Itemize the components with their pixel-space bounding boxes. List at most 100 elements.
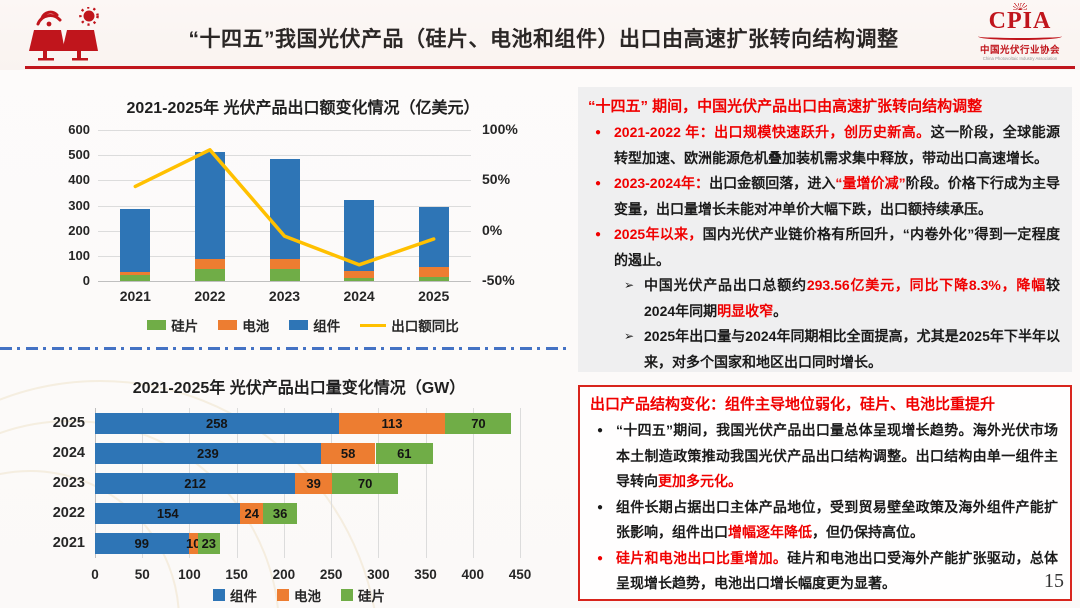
bullet-text: 2021-2022 年：出口规模快速跃升，创历史新高。这一阶段，全球能源转型加速…	[614, 124, 1061, 166]
bar-segment-硅片: 61	[375, 442, 434, 464]
arrow-bullet-icon: ➢	[624, 329, 635, 343]
legend-label: 出口额同比	[391, 319, 459, 334]
sun-rays-icon	[79, 7, 99, 26]
panel-body: ● “十四五”期间，我国光伏产品出口量总体呈现增长趋势。海外光伏市场本土制造政策推…	[590, 418, 1058, 597]
x-axis-tick: 450	[508, 567, 532, 582]
bar-segment-电池: 10	[186, 532, 200, 554]
x-axis-tick: 400	[461, 567, 485, 582]
gridline	[520, 408, 521, 558]
bullet-item: ● 2023-2024年：出口金额回落，进入“量增价减”阶段。价格下行成为主导变量…	[588, 171, 1060, 222]
logo-rays-icon	[1013, 3, 1027, 10]
bullet-item: ● 硅片和电池出口比重增加。硅片和电池出口受海外产能扩张驱动，总体呈现增长趋势，电…	[590, 546, 1058, 597]
x-axis-label: 2021	[119, 288, 151, 304]
logo-org-name-en: China Photovoltaic Industry Association	[982, 56, 1058, 62]
bullet-text: 2025年出口量与2024年同期相比全面提高，尤其是2025年下半年以来，对多个…	[644, 328, 1060, 370]
y-axis-label: 2024	[52, 444, 85, 461]
panel-body: ● 2021-2022 年：出口规模快速跃升，创历史新高。这一阶段，全球能源转型加…	[588, 120, 1060, 375]
x-axis-tick: 250	[319, 567, 343, 582]
x-axis-label: 2024	[343, 288, 375, 304]
solar-panel-icon	[29, 7, 99, 61]
sub-bullet-item: ➢ 中国光伏产品出口总额约293.56亿美元，同比下降8.3%，降幅较2024年同…	[624, 273, 1060, 324]
logo-arc	[978, 33, 1062, 40]
cpia-logo: CPIA 中国光伏行业协会 China Photovoltaic Industr…	[970, 3, 1070, 62]
dot-bullet-icon: ●	[595, 178, 602, 189]
bar-segment-硅片	[194, 268, 225, 281]
legend-label: 组件	[313, 319, 341, 334]
legend-swatch	[289, 320, 309, 330]
x-axis-tick: 150	[225, 567, 248, 582]
signal-waves-icon	[36, 10, 62, 26]
bullet-text: 组件长期占据出口主体产品地位，受到贸易壁垒政策及海外组件产能扩张影响，组件出口增…	[616, 498, 1058, 541]
legend-item: 硅片	[147, 315, 198, 335]
bar-segment-组件: 212	[95, 472, 296, 494]
bullet-item: ● 组件长期占据出口主体产品地位，受到贸易壁垒政策及海外组件产能扩张影响，组件出口…	[590, 495, 1058, 546]
legend-label: 硅片	[171, 319, 199, 334]
dot-bullet-icon: ●	[595, 127, 602, 138]
legend-swatch	[147, 320, 167, 330]
x-axis-label: 2025	[418, 288, 450, 304]
header-rule	[25, 66, 1075, 69]
legend-item: 电池	[218, 315, 269, 335]
y-axis-label: 2025	[52, 414, 85, 431]
legend-line-marker	[360, 323, 387, 327]
y-axis-label: 2021	[52, 534, 85, 551]
x-axis-tick: 50	[134, 567, 150, 582]
bullet-item: ● “十四五”期间，我国光伏产品出口量总体呈现增长趋势。海外光伏市场本土制造政策推…	[590, 418, 1058, 495]
y-axis-tick: 300	[68, 197, 90, 213]
bar-segment-硅片	[344, 277, 375, 281]
sub-bullet-item: ➢ 2025年出口量与2024年同期相比全面提高，尤其是2025年下半年以来，对多…	[624, 324, 1060, 375]
bar-segment-硅片: 70	[332, 472, 399, 494]
dot-bullet-icon: ●	[595, 229, 602, 240]
legend-swatch	[213, 589, 225, 601]
bar-segment-组件: 239	[95, 442, 321, 464]
bar-segment-硅片: 36	[263, 502, 298, 524]
legend-swatch	[277, 589, 289, 601]
gridline	[425, 408, 427, 558]
dot-bullet-icon: ●	[597, 552, 604, 564]
x-axis-tick: 300	[367, 567, 390, 582]
bar-segment-组件: 99	[95, 532, 189, 554]
bar-segment-组件: 154	[95, 502, 241, 524]
legend-swatch	[218, 320, 238, 330]
y-axis-label: 2023	[52, 474, 85, 491]
secondary-axis-tick: 0%	[482, 221, 503, 238]
summary-panel-structure: 出口产品结构变化：组件主导地位弱化，硅片、电池比重提升 ● “十四五”期间，我国光…	[578, 385, 1072, 601]
export-value-chart: 2021-2025年 光伏产品出口额变化情况（亿美元） 硅片 电池 组件 出口额同比 …	[38, 86, 568, 340]
x-axis-label: 2022	[194, 288, 226, 304]
y-axis-tick: 0	[82, 273, 90, 288]
y-axis-tick: 400	[68, 172, 90, 188]
gridline	[98, 281, 471, 282]
x-axis-tick: 0	[91, 567, 99, 582]
legend-label: 电池	[294, 589, 321, 604]
bar-segment-组件: 258	[95, 412, 339, 434]
secondary-axis-tick: 100%	[482, 121, 518, 137]
bar-segment-电池	[194, 258, 225, 269]
legend-label: 组件	[230, 589, 257, 604]
legend-item: 硅片	[341, 585, 385, 605]
y-axis-tick: 600	[68, 122, 90, 137]
bullet-text: 2025年以来，国内光伏产业链价格有所回升，“内卷外化”得到一定程度的遏止。	[614, 226, 1060, 268]
legend-item: 电池	[277, 585, 321, 605]
bar-segment-电池: 113	[338, 412, 446, 434]
legend-label: 硅片	[358, 589, 385, 604]
x-axis-label: 2023	[268, 288, 301, 304]
logo-acronym: CPIA	[988, 8, 1052, 34]
y-axis-label: 2022	[52, 504, 85, 521]
gridline	[472, 408, 474, 558]
legend-label: 电池	[242, 319, 270, 334]
bar-segment-电池	[120, 271, 151, 276]
dot-bullet-icon: ●	[597, 501, 604, 513]
bar-segment-电池: 24	[240, 502, 264, 524]
y-axis-tick: 100	[68, 247, 90, 263]
y-axis-tick: 200	[68, 222, 90, 238]
secondary-axis-tick: 50%	[482, 171, 511, 188]
export-volume-chart-legend: 组件 电池 硅片	[30, 585, 568, 605]
gridline	[98, 155, 471, 157]
bar-segment-组件	[194, 152, 225, 259]
page-number: 15	[1044, 570, 1064, 592]
header: “十四五”我国光伏产品（硅片、电池和组件）出口由高速扩张转向结构调整 CPIA …	[0, 0, 1080, 70]
bar-segment-电池	[418, 266, 449, 278]
dashed-divider	[0, 347, 568, 350]
legend-item: 组件	[289, 315, 340, 335]
sun-icon	[83, 10, 95, 22]
